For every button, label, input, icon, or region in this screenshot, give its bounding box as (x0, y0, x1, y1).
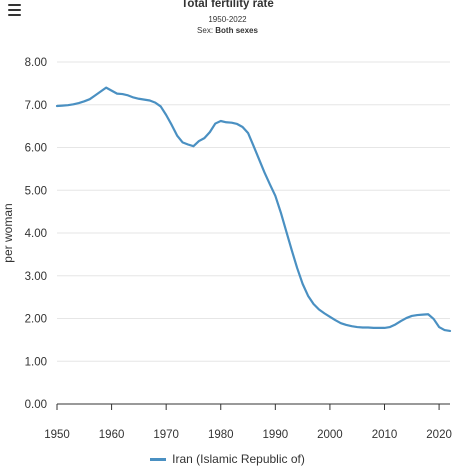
y-tick-label: 0.00 (25, 399, 47, 411)
y-tick-label: 1.00 (25, 356, 47, 368)
x-tick-label: 2010 (372, 429, 398, 441)
x-tick-label: 2000 (317, 429, 343, 441)
legend-label: Iran (Islamic Republic of) (172, 452, 305, 466)
legend-swatch (150, 457, 167, 461)
y-tick-label: 4.00 (25, 228, 47, 240)
series-line (55, 86, 452, 332)
x-tick-label: 1950 (44, 429, 70, 441)
menu-button[interactable] (8, 3, 22, 17)
y-axis-title: per woman (1, 203, 15, 262)
legend-item[interactable]: Iran (Islamic Republic of) (0, 452, 455, 466)
x-tick-label: 1960 (99, 429, 125, 441)
hamburger-menu-icon-bar (8, 14, 21, 17)
chart-subtitle-range: 1950-2022 (208, 15, 247, 24)
y-tick-label: 6.00 (25, 143, 47, 155)
x-tick-label: 1970 (153, 429, 179, 441)
subtitle-sex-value: Both sexes (215, 26, 258, 35)
x-tick-label: 1990 (263, 429, 289, 441)
x-tick-label: 2020 (426, 429, 452, 441)
chart-subtitle-sex: Sex: Both sexes (0, 26, 455, 35)
y-tick-label: 8.00 (25, 57, 47, 69)
y-tick-label: 7.00 (25, 100, 47, 112)
line-chart: 0.00 1.00 2.00 3.00 4.00 5.00 6.00 7.00 8.00 1950… (1, 57, 452, 441)
hamburger-menu-icon (8, 4, 21, 7)
y-tick-label: 3.00 (25, 271, 47, 283)
hamburger-menu-icon-bar (8, 9, 21, 12)
chart-title: Total fertility rate (181, 0, 274, 10)
subtitle-sex-prefix: Sex: (197, 26, 216, 35)
x-tick-label: 1980 (208, 429, 234, 441)
y-tick-label: 2.00 (25, 314, 47, 326)
y-tick-label: 5.00 (25, 185, 47, 197)
